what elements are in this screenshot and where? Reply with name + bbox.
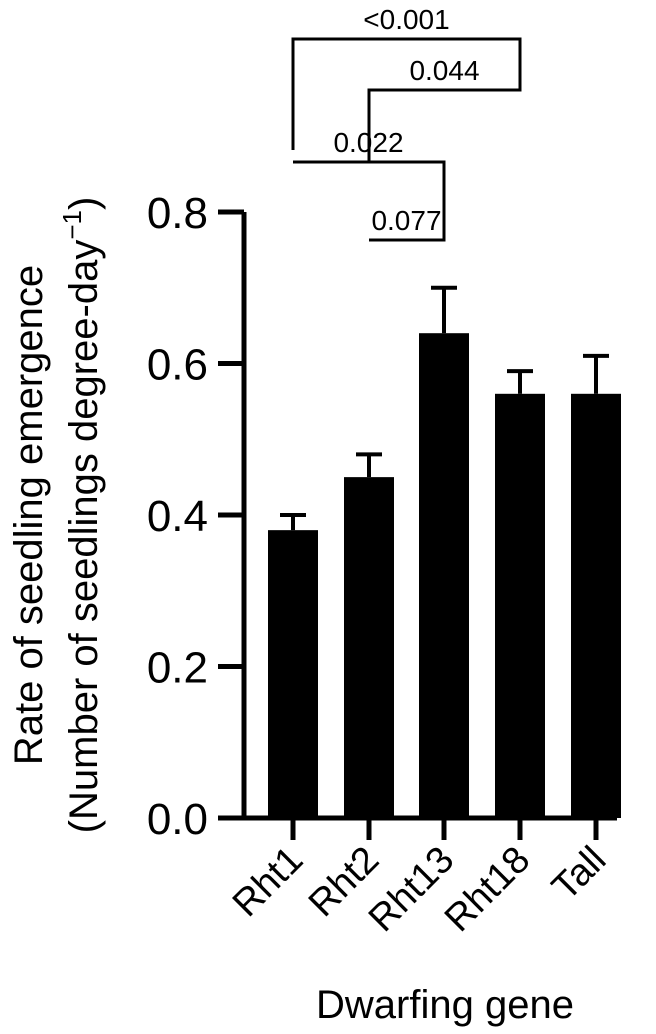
bar <box>419 333 469 818</box>
p-value-label: 0.022 <box>333 127 403 158</box>
y-axis-title-line1: Rate of seedling emergence <box>7 265 51 765</box>
significance-brackets: <0.001 0.044 0.022 0.077 <box>291 4 522 242</box>
significance-bracket <box>367 76 522 162</box>
y-axis-title-line2-end: ) <box>62 197 106 210</box>
x-tick-label: Rht1 <box>225 839 311 925</box>
y-axis-title-line2: (Number of seedlings degree-day−1) <box>57 197 106 834</box>
bar <box>495 393 545 818</box>
x-tick-label: Rht18 <box>437 839 538 940</box>
bar <box>268 530 318 818</box>
p-value-label: <0.001 <box>363 4 449 35</box>
y-tick-label: 0.6 <box>147 341 208 390</box>
p-value-label: 0.044 <box>409 55 479 86</box>
p-value-label: 0.077 <box>371 205 441 236</box>
bar <box>344 477 394 818</box>
x-tick-label: Tall <box>544 839 614 909</box>
y-tick-label: 0.0 <box>147 795 208 844</box>
significance-bracket <box>369 202 446 242</box>
y-tick-label: 0.2 <box>147 644 208 693</box>
significance-bracket <box>293 160 446 202</box>
bar <box>571 393 621 818</box>
y-tick-label: 0.8 <box>147 189 208 238</box>
y-tick-label: 0.4 <box>147 492 208 541</box>
y-axis-title-line2-sup: −1 <box>57 210 87 240</box>
y-ticks: 0.0 0.2 0.4 0.6 0.8 <box>147 189 244 844</box>
x-tick-label: Rht13 <box>361 839 462 940</box>
significance-bracket <box>291 37 522 150</box>
x-axis-title: Dwarfing gene <box>316 983 574 1027</box>
y-axis-title-line2-main: (Number of seedlings degree-day <box>62 240 106 834</box>
bars <box>268 285 621 818</box>
y-axis-title: Rate of seedling emergence (Number of se… <box>7 197 106 834</box>
